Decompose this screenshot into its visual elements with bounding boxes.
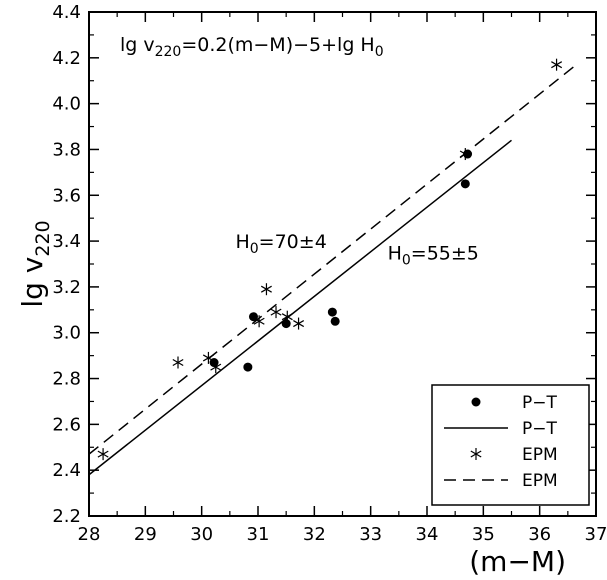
- x-tick-label: 34: [416, 524, 439, 545]
- data-point-pt: [330, 316, 340, 326]
- y-tick-label: 3.6: [52, 185, 81, 206]
- y-tick-labels: 2.2 2.4 2.6 2.8 3.0 3.2 3.4 3.6 3.8 4.0 4.2 4.4: [52, 2, 81, 527]
- fit-line-epm-dashed: [88, 66, 574, 455]
- y-tick-label: 4.0: [52, 94, 81, 115]
- x-tick-labels: 28 29 30 31 32 33 34 35 36 37: [78, 524, 607, 545]
- y-tick-label: 2.8: [52, 369, 81, 390]
- fit-line-pt-solid: [88, 139, 512, 476]
- y-tick-label: 4.4: [52, 2, 81, 23]
- annotation-h0-pt: H0=55±5: [388, 242, 479, 268]
- legend-marker-epm: [470, 448, 482, 460]
- x-tick-label: 36: [528, 524, 551, 545]
- data-point-pt: [327, 307, 337, 317]
- x-tick-label: 32: [303, 524, 326, 545]
- data-point-epm: [97, 448, 109, 461]
- annotation-text: =55±5: [411, 242, 479, 264]
- fit-lines: [88, 66, 574, 476]
- annotation-subscript: 0: [375, 44, 384, 60]
- legend: P−T P−T EPM EPM: [431, 384, 590, 506]
- y-axis-label-sub: 220: [32, 220, 54, 256]
- y-tick-label: 4.2: [52, 48, 81, 69]
- legend-marker-pt: [471, 397, 481, 407]
- data-point-epm: [172, 356, 184, 369]
- annotation-subscript: 220: [155, 44, 182, 60]
- y-tick-label: 2.4: [52, 460, 81, 481]
- annotation-subscript: 0: [402, 252, 411, 268]
- x-tick-label: 28: [78, 524, 101, 545]
- legend-entries: P−T P−T EPM EPM: [444, 393, 558, 491]
- annotation-subscript: 0: [250, 241, 259, 257]
- y-tick-label: 3.4: [52, 231, 81, 252]
- data-point-epm: [270, 306, 282, 319]
- x-axis-label: (m−M): [469, 545, 566, 578]
- data-point-epm: [210, 361, 222, 374]
- annotation-text: =70±4: [259, 231, 327, 253]
- data-point-epm: [459, 148, 471, 161]
- annotation-text: =0.2(m−M)−5+lg H: [181, 34, 374, 56]
- data-point-pt: [281, 319, 291, 329]
- annotation-formula: lg v220=0.2(m−M)−5+lg H0: [120, 34, 384, 60]
- legend-label: P−T: [522, 393, 557, 413]
- x-tick-label: 29: [134, 524, 157, 545]
- annotation-text: H: [388, 242, 402, 264]
- annotation-text: lg v: [120, 34, 155, 56]
- x-tick-label: 31: [247, 524, 270, 545]
- legend-label: EPM: [522, 445, 558, 465]
- legend-label: P−T: [522, 419, 557, 439]
- data-point-epm: [551, 58, 563, 71]
- y-tick-label: 3.2: [52, 277, 81, 298]
- data-point-pt: [460, 179, 470, 189]
- data-point-epm: [260, 283, 272, 296]
- data-point-epm: [202, 351, 214, 364]
- legend-label: EPM: [522, 471, 558, 491]
- x-tick-label: 30: [190, 524, 213, 545]
- y-tick-label: 3.0: [52, 323, 81, 344]
- y-tick-label: 3.8: [52, 139, 81, 160]
- x-tick-label: 35: [472, 524, 495, 545]
- data-point-epm: [281, 310, 293, 323]
- data-points: [97, 58, 563, 461]
- annotation-h0-epm: H0=70±4: [235, 231, 326, 257]
- annotation-text: H: [235, 231, 249, 253]
- tick-marks: [88, 11, 597, 517]
- y-tick-label: 2.6: [52, 414, 81, 435]
- x-tick-label: 33: [359, 524, 382, 545]
- y-axis-label: lg v220: [16, 220, 54, 307]
- data-point-epm: [293, 317, 305, 330]
- data-point-epm: [253, 315, 265, 328]
- y-tick-label: 2.2: [52, 506, 81, 527]
- legend-box: [431, 384, 590, 506]
- x-tick-label: 37: [585, 524, 607, 545]
- data-point-pt: [243, 362, 253, 372]
- y-axis-label-main: lg v: [16, 257, 49, 308]
